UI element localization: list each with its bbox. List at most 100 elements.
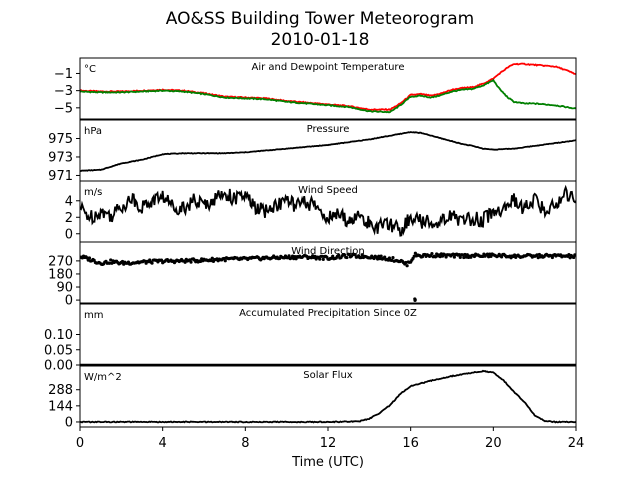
data-point bbox=[537, 252, 541, 257]
y-tick-label: 0 bbox=[65, 227, 73, 242]
panel-frame bbox=[79, 57, 577, 120]
y-tick-label: 2 bbox=[65, 211, 73, 226]
panel-temperature: −1 −3 −5 °C Air and Dewpoint Temperature bbox=[54, 57, 577, 120]
data-point bbox=[107, 261, 112, 265]
y-tick-label: −5 bbox=[54, 101, 73, 116]
y-tick: 0.05 bbox=[44, 343, 80, 358]
y-tick: 0 bbox=[65, 415, 80, 430]
data-point bbox=[572, 255, 576, 260]
data-point bbox=[500, 255, 504, 259]
x-tick-label: 16 bbox=[402, 436, 419, 451]
data-point bbox=[183, 260, 187, 264]
y-tick: −3 bbox=[54, 84, 80, 99]
x-tick-label: 4 bbox=[159, 436, 167, 451]
data-point bbox=[489, 254, 493, 258]
unit-label: mm bbox=[84, 310, 103, 321]
data-point bbox=[391, 256, 395, 260]
unit-label: W/m^2 bbox=[84, 372, 122, 383]
data-point bbox=[320, 254, 324, 258]
x-tick-label: 0 bbox=[76, 436, 84, 451]
series-pressure-line bbox=[80, 131, 576, 172]
data-point bbox=[345, 255, 349, 260]
data-point bbox=[430, 251, 434, 256]
y-tick: 0.00 bbox=[44, 359, 80, 374]
series-solar-flux-line bbox=[80, 369, 576, 424]
data-point bbox=[451, 252, 455, 256]
y-tick: 971 bbox=[48, 169, 80, 184]
data-point bbox=[150, 261, 154, 265]
y-tick: 0.10 bbox=[44, 328, 80, 343]
data-point bbox=[379, 254, 383, 258]
y-tick-label: 971 bbox=[48, 169, 73, 184]
data-point bbox=[321, 257, 325, 261]
y-tick-label: −3 bbox=[54, 84, 73, 99]
y-tick-label: 0.05 bbox=[44, 343, 73, 358]
y-tick-label: 0.00 bbox=[44, 359, 73, 374]
x-axis-label: Time (UTC) bbox=[291, 455, 364, 470]
data-point bbox=[457, 253, 461, 257]
y-tick: −5 bbox=[54, 101, 80, 116]
y-tick-label: 144 bbox=[48, 399, 73, 414]
y-tick: 973 bbox=[48, 150, 80, 165]
data-point bbox=[458, 255, 462, 259]
panel-title: Air and Dewpoint Temperature bbox=[252, 62, 405, 73]
chart-subtitle: 2010-01-18 bbox=[271, 30, 370, 50]
y-tick-label: 270 bbox=[48, 254, 73, 269]
data-point bbox=[413, 251, 417, 255]
x-tick-label: 24 bbox=[568, 436, 585, 451]
series-wind-direction bbox=[80, 251, 576, 302]
data-point bbox=[413, 298, 417, 302]
data-point bbox=[87, 256, 92, 260]
panel-wind-speed: 4 20 m/s Wind Speed bbox=[65, 180, 577, 243]
y-tick-label: −1 bbox=[54, 67, 73, 82]
data-point bbox=[452, 255, 456, 259]
data-point bbox=[210, 256, 214, 260]
data-point bbox=[189, 260, 193, 264]
data-point bbox=[472, 254, 477, 259]
data-point bbox=[487, 255, 491, 259]
y-tick: −1 bbox=[54, 67, 80, 82]
y-tick: 2 bbox=[65, 211, 80, 226]
y-tick-label: 0.10 bbox=[44, 328, 73, 343]
y-tick-label: 288 bbox=[48, 383, 73, 398]
data-point bbox=[159, 258, 164, 262]
y-tick-label: 975 bbox=[48, 132, 73, 147]
panel-title: Solar Flux bbox=[303, 370, 353, 381]
data-point bbox=[353, 253, 357, 257]
panel-frame bbox=[79, 241, 577, 304]
data-point bbox=[360, 253, 364, 257]
data-point bbox=[359, 255, 363, 260]
y-tick: 180 bbox=[48, 267, 80, 282]
y-tick: 0 bbox=[65, 294, 80, 309]
y-tick: 4 bbox=[65, 194, 80, 209]
panel-title: Pressure bbox=[307, 124, 350, 135]
x-tick-label: 20 bbox=[485, 436, 502, 451]
unit-label: hPa bbox=[84, 126, 102, 137]
data-point bbox=[383, 255, 387, 259]
data-point bbox=[331, 254, 335, 258]
data-point bbox=[405, 264, 409, 268]
x-axis: 0 4 8 12 16 20 24 bbox=[76, 436, 584, 451]
y-tick-label: 180 bbox=[48, 267, 73, 282]
data-point bbox=[342, 253, 347, 257]
data-point bbox=[462, 255, 466, 260]
chart-title: AO&SS Building Tower Meteorogram bbox=[166, 9, 474, 29]
y-tick: 90 bbox=[56, 281, 80, 296]
y-tick-label: 90 bbox=[56, 281, 73, 296]
y-tick: 270 bbox=[48, 254, 80, 269]
series-dewpoint-temperature-line bbox=[80, 78, 576, 114]
data-point bbox=[290, 254, 295, 258]
y-tick: 144 bbox=[48, 399, 80, 414]
y-tick: 0 bbox=[65, 227, 80, 242]
data-point bbox=[461, 253, 465, 257]
y-tick: 975 bbox=[48, 132, 80, 147]
data-point bbox=[412, 254, 416, 258]
unit-label: m/s bbox=[84, 187, 102, 198]
unit-label: °C bbox=[84, 64, 96, 75]
panel-title: Wind Direction bbox=[291, 246, 365, 257]
data-point bbox=[318, 257, 322, 261]
data-point bbox=[377, 254, 381, 258]
